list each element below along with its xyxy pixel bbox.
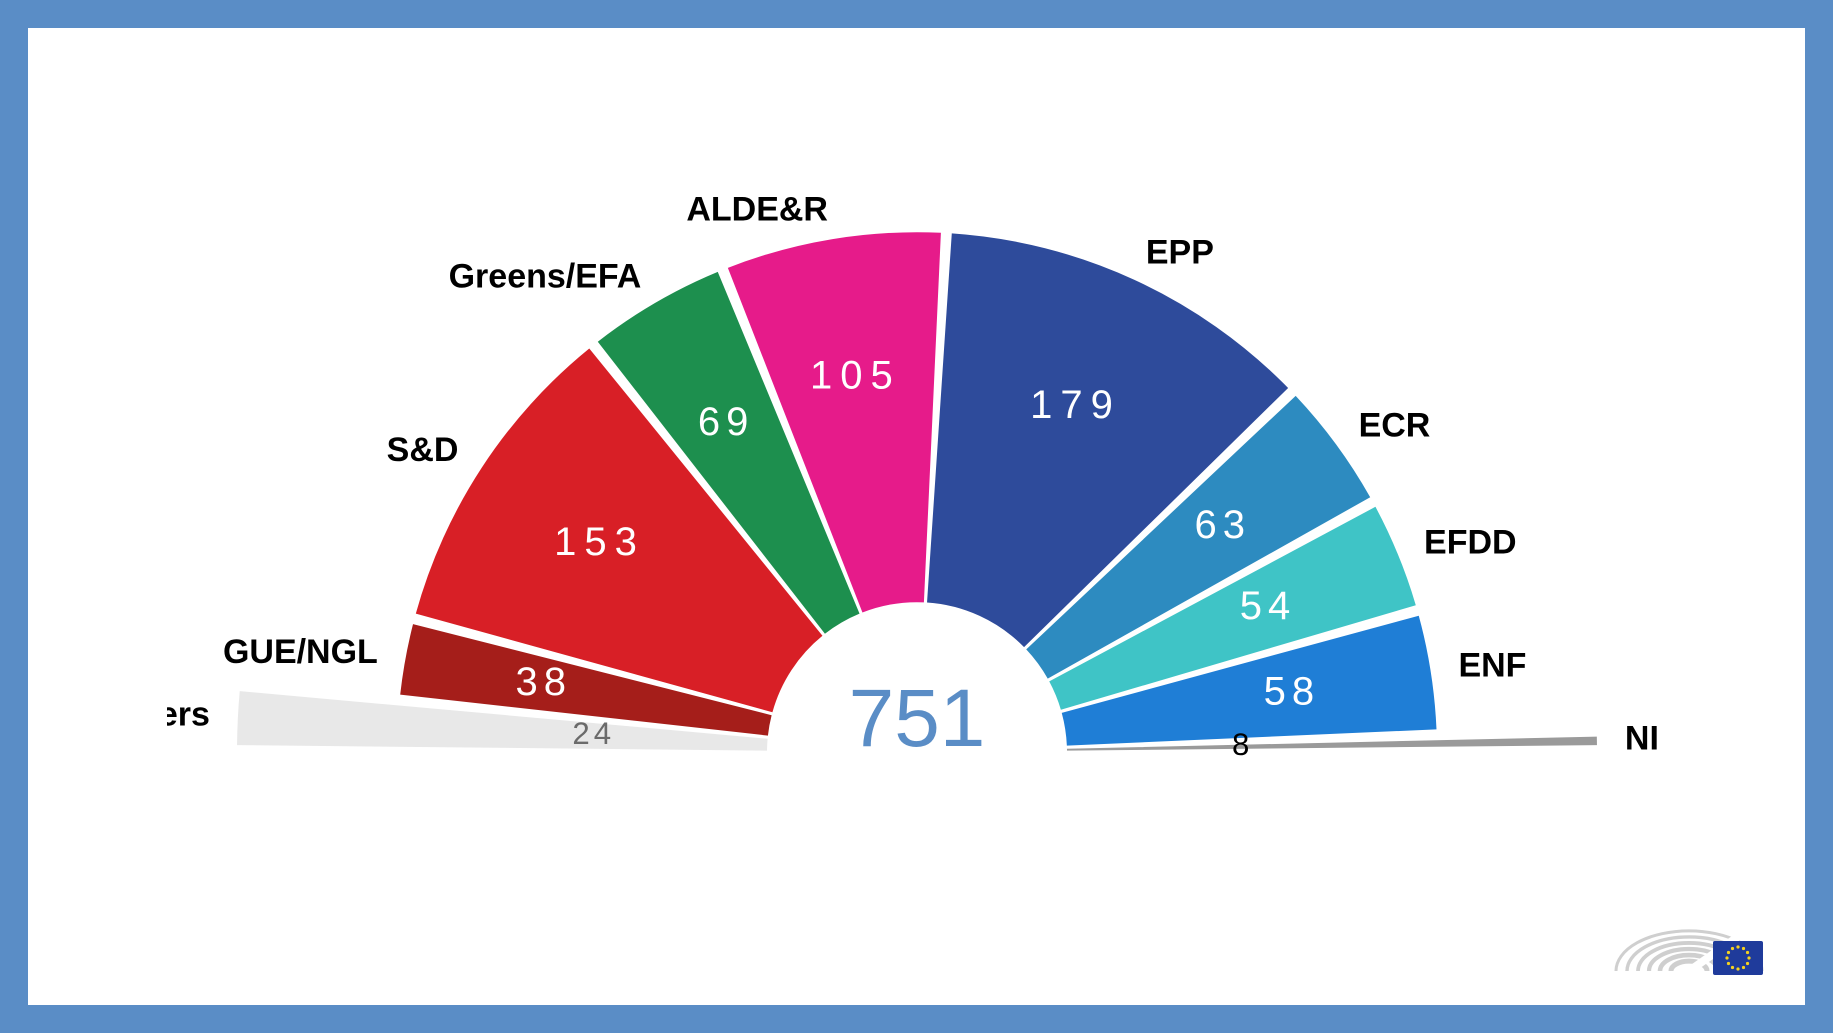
slice-label: NI — [1624, 719, 1658, 757]
slice-value: 24 — [572, 716, 615, 751]
slice-value: 69 — [697, 399, 754, 443]
slice-value: 105 — [810, 353, 901, 397]
slice-label: ENF — [1458, 646, 1526, 684]
slice-value: 38 — [515, 659, 572, 703]
slice-label: Greens/EFA — [448, 257, 641, 295]
slice-label: GUE/NGL — [222, 633, 377, 671]
slice-value: 54 — [1239, 583, 1296, 627]
hemicycle-chart: 24 Others 38 GUE/NGL 153 S&D 69 Greens/EFA 105 AL… — [167, 152, 1667, 912]
slice-label: Others — [167, 695, 210, 733]
slice-value: 58 — [1263, 669, 1320, 713]
slice-value: 8 — [1231, 727, 1248, 762]
slice-label: ALDE&R — [686, 190, 828, 228]
slice-label: EPP — [1145, 233, 1213, 271]
parliament-logo — [1637, 885, 1767, 985]
total-seats: 751 — [848, 673, 985, 764]
slice-label: S&D — [386, 431, 458, 469]
chart-svg: 24 Others 38 GUE/NGL 153 S&D 69 Greens/EFA 105 AL… — [167, 152, 1667, 912]
infographic-frame: 24 Others 38 GUE/NGL 153 S&D 69 Greens/EFA 105 AL… — [0, 0, 1833, 1033]
slice-value: 63 — [1194, 503, 1251, 547]
slice-label: EFDD — [1424, 523, 1517, 561]
slice-label: ECR — [1358, 406, 1430, 444]
slice-value: 153 — [554, 520, 645, 564]
slice-value: 179 — [1030, 383, 1121, 427]
